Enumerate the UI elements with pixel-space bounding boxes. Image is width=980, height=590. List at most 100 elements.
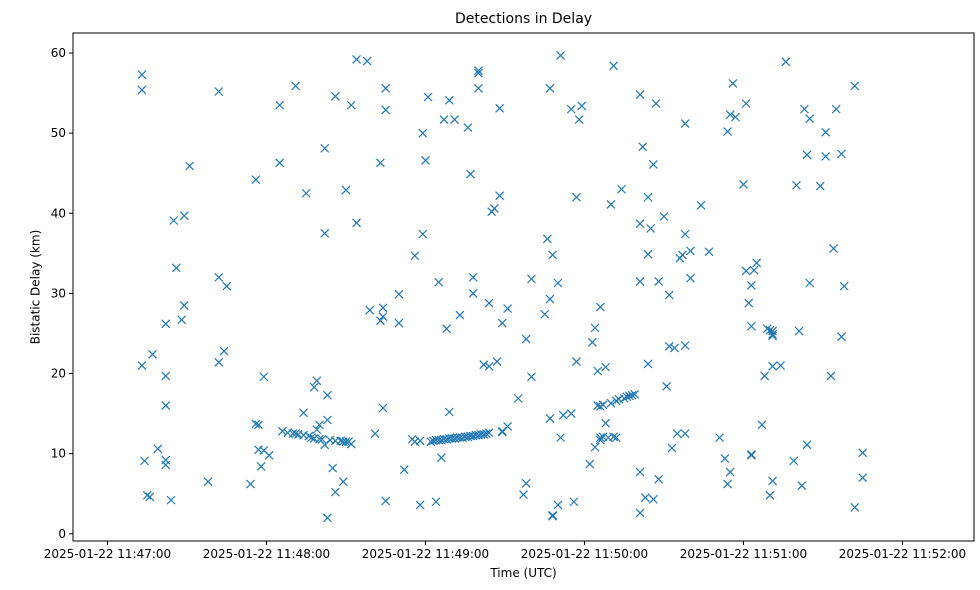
data-point bbox=[142, 490, 152, 500]
data-point bbox=[277, 426, 287, 436]
data-point bbox=[322, 390, 332, 400]
data-point bbox=[415, 500, 425, 510]
data-point bbox=[595, 433, 605, 443]
data-point bbox=[503, 421, 513, 431]
data-point bbox=[590, 323, 600, 333]
data-point bbox=[431, 497, 441, 507]
data-point bbox=[662, 381, 672, 391]
data-point bbox=[246, 479, 255, 489]
data-point bbox=[542, 234, 552, 244]
data-point bbox=[643, 249, 653, 259]
data-point bbox=[731, 112, 740, 122]
data-point bbox=[768, 331, 778, 341]
data-point bbox=[566, 409, 576, 419]
data-point bbox=[749, 265, 759, 275]
y-tick-label: 30 bbox=[51, 286, 66, 300]
data-point bbox=[153, 444, 163, 454]
data-point bbox=[301, 188, 311, 198]
data-point bbox=[299, 408, 308, 418]
data-point bbox=[648, 159, 658, 169]
data-point bbox=[161, 460, 171, 470]
data-point bbox=[322, 513, 332, 523]
data-point bbox=[275, 158, 285, 168]
data-point bbox=[765, 325, 775, 335]
data-point bbox=[418, 229, 428, 239]
data-point bbox=[815, 181, 825, 191]
data-point bbox=[680, 119, 690, 128]
data-point bbox=[444, 407, 454, 417]
data-point bbox=[521, 478, 531, 488]
data-point bbox=[381, 105, 391, 115]
data-point bbox=[214, 272, 224, 282]
data-point bbox=[171, 263, 181, 273]
data-point bbox=[837, 149, 846, 159]
data-point bbox=[601, 418, 611, 428]
data-point bbox=[474, 66, 483, 76]
data-point bbox=[421, 155, 430, 165]
data-point bbox=[466, 169, 475, 179]
data-point bbox=[166, 495, 176, 505]
data-point bbox=[264, 450, 274, 460]
data-point bbox=[256, 462, 266, 471]
data-point bbox=[858, 473, 868, 483]
data-point bbox=[746, 280, 756, 290]
data-point bbox=[304, 431, 314, 441]
data-point bbox=[728, 79, 738, 88]
data-point bbox=[148, 349, 157, 359]
data-point bbox=[553, 278, 563, 288]
x-tick-label: 2025-01-22 11:47:00 bbox=[44, 547, 171, 561]
data-point bbox=[760, 371, 770, 381]
data-point bbox=[566, 104, 576, 114]
data-point bbox=[415, 436, 425, 446]
data-point bbox=[619, 393, 629, 403]
data-point bbox=[609, 432, 619, 442]
data-point bbox=[484, 428, 494, 438]
data-point bbox=[519, 490, 528, 499]
data-point bbox=[768, 329, 778, 339]
y-tick-label: 0 bbox=[58, 527, 66, 541]
data-point bbox=[622, 392, 632, 402]
data-point bbox=[723, 127, 732, 136]
data-point bbox=[805, 114, 815, 124]
x-tick-label: 2025-01-22 11:51:00 bbox=[680, 547, 807, 561]
data-point bbox=[492, 357, 502, 366]
data-point bbox=[137, 85, 147, 95]
data-point bbox=[410, 251, 420, 261]
data-point bbox=[686, 246, 695, 256]
data-point bbox=[569, 497, 579, 507]
data-point bbox=[161, 401, 171, 411]
data-point bbox=[651, 99, 661, 108]
data-point bbox=[468, 272, 478, 282]
data-point bbox=[434, 277, 444, 287]
data-point bbox=[378, 312, 388, 322]
data-point bbox=[757, 420, 767, 430]
data-point bbox=[802, 440, 812, 450]
data-point bbox=[479, 360, 489, 370]
data-point bbox=[540, 309, 550, 319]
data-point bbox=[553, 500, 563, 510]
data-point bbox=[137, 361, 147, 370]
data-point bbox=[646, 224, 656, 233]
data-point bbox=[572, 357, 581, 366]
data-point bbox=[317, 434, 327, 444]
data-point bbox=[320, 228, 330, 238]
data-point bbox=[837, 332, 846, 342]
data-point bbox=[680, 341, 690, 350]
data-point bbox=[370, 429, 380, 439]
data-point bbox=[341, 437, 351, 447]
data-point bbox=[768, 476, 778, 486]
data-point bbox=[802, 150, 812, 160]
data-point bbox=[352, 218, 361, 228]
data-point bbox=[625, 391, 634, 401]
data-point bbox=[587, 337, 597, 347]
data-point bbox=[254, 420, 263, 430]
y-axis-label: Bistatic Delay (km) bbox=[29, 230, 43, 345]
data-point bbox=[686, 273, 695, 283]
data-point bbox=[654, 276, 664, 286]
data-point bbox=[725, 110, 735, 120]
data-point bbox=[831, 104, 841, 114]
data-point bbox=[484, 361, 494, 371]
data-point bbox=[378, 403, 388, 413]
data-point bbox=[251, 419, 261, 429]
